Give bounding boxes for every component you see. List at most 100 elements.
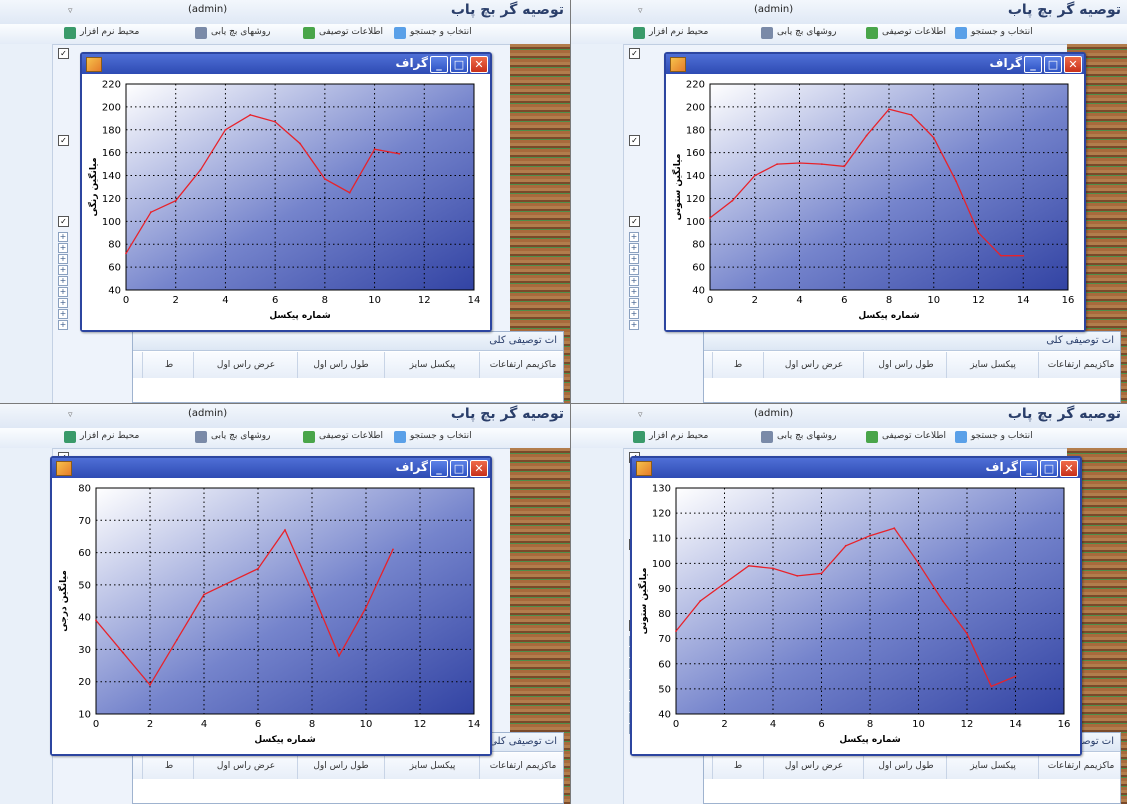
maximize-button[interactable]: □ bbox=[1040, 460, 1058, 477]
y-tick-label: 100 bbox=[102, 217, 121, 228]
monitor-icon bbox=[64, 27, 76, 39]
menu-item[interactable]: انتخاب و جستجو bbox=[410, 431, 472, 441]
checkbox[interactable]: ✓ bbox=[58, 216, 69, 227]
menu-item[interactable]: محیط نرم افزار bbox=[649, 27, 709, 37]
tree-expand-icon[interactable]: + bbox=[629, 232, 639, 242]
app-title-bar: توصیه گر بچ پاب (admin) ▿ bbox=[571, 0, 1127, 25]
tree-expand-icon[interactable]: + bbox=[629, 265, 639, 275]
dropdown-arrow-icon[interactable]: ▿ bbox=[68, 410, 73, 420]
close-button[interactable]: ✕ bbox=[470, 460, 488, 477]
menu-item[interactable]: اطلاعات توصیفی bbox=[882, 27, 947, 37]
tree-expand-icon[interactable]: + bbox=[629, 320, 639, 330]
menu-item[interactable]: محیط نرم افزار bbox=[80, 27, 140, 37]
dropdown-arrow-icon[interactable]: ▿ bbox=[638, 6, 643, 16]
minimize-button[interactable]: _ bbox=[430, 460, 448, 477]
graph-window-title-bar[interactable]: گراف _ □ ✕ bbox=[82, 54, 490, 74]
dropdown-arrow-icon[interactable]: ▿ bbox=[638, 410, 643, 420]
tree-expand-icon[interactable]: + bbox=[58, 243, 68, 253]
graph-window[interactable]: گراف _ □ ✕ 0 2 4 6 8 10 12 14 16 40 50 60 70 80 90 100 110 12… bbox=[630, 456, 1082, 756]
tree-expand-icon[interactable]: + bbox=[58, 232, 68, 242]
data-point bbox=[338, 654, 340, 657]
menu-item[interactable]: اطلاعات توصیفی bbox=[319, 27, 384, 37]
tree-expand-icon[interactable]: + bbox=[629, 276, 639, 286]
close-button[interactable]: ✕ bbox=[1064, 56, 1082, 73]
checkbox[interactable]: ✓ bbox=[629, 216, 640, 227]
tree-expand-icon[interactable]: + bbox=[58, 276, 68, 286]
graph-window-title-bar[interactable]: گراف _ □ ✕ bbox=[632, 458, 1080, 478]
menu-item[interactable]: اطلاعات توصیفی bbox=[319, 431, 384, 441]
table-header-cell[interactable]: ط bbox=[142, 753, 195, 779]
table-header-cell[interactable]: ماکزیمم ارتفاعات bbox=[1038, 352, 1123, 378]
table-header-cell[interactable]: عرض راس اول bbox=[193, 753, 298, 779]
tree-expand-icon[interactable]: + bbox=[58, 265, 68, 275]
graph-canvas: 0 2 4 6 8 10 12 14 16 40 60 80 100 120 140 160 180 200 220… bbox=[666, 74, 1084, 330]
table-header-cell[interactable]: ط bbox=[712, 753, 763, 779]
table-header-cell[interactable]: پیکسل سایز bbox=[946, 753, 1039, 779]
table-header-cell[interactable]: طول راس اول bbox=[863, 753, 948, 779]
table-header-cell[interactable]: پیکسل سایز bbox=[946, 352, 1039, 378]
tree-expand-icon[interactable]: + bbox=[58, 287, 68, 297]
table-header-cell[interactable]: ماکزیمم ارتفاعات bbox=[1038, 753, 1123, 779]
table-header-cell[interactable]: ط bbox=[142, 352, 195, 378]
menu-item[interactable]: محیط نرم افزار bbox=[649, 431, 709, 441]
maximize-button[interactable]: □ bbox=[450, 56, 468, 73]
data-point bbox=[398, 152, 401, 155]
data-point bbox=[199, 168, 202, 171]
y-tick-label: 140 bbox=[102, 171, 121, 182]
tree-expand-icon[interactable]: + bbox=[629, 309, 639, 319]
table-header-cell[interactable]: طول راس اول bbox=[863, 352, 948, 378]
close-button[interactable]: ✕ bbox=[1060, 460, 1078, 477]
menu-item[interactable]: انتخاب و جستجو bbox=[971, 27, 1033, 37]
menu-item[interactable]: روشهای بچ یابی bbox=[211, 431, 271, 441]
table-header-cell[interactable]: طول راس اول bbox=[297, 352, 384, 378]
table-header-cell[interactable]: ماکزیمم ارتفاعات bbox=[479, 753, 566, 779]
close-button[interactable]: ✕ bbox=[470, 56, 488, 73]
tree-expand-icon[interactable]: + bbox=[58, 320, 68, 330]
checkbox[interactable]: ✓ bbox=[629, 48, 640, 59]
menu-item[interactable]: اطلاعات توصیفی bbox=[882, 431, 947, 441]
checkbox[interactable]: ✓ bbox=[58, 135, 69, 146]
y-tick-label: 60 bbox=[692, 263, 705, 274]
table-header-cell[interactable]: طول راس اول bbox=[297, 753, 384, 779]
data-point bbox=[249, 114, 252, 116]
checkbox[interactable]: ✓ bbox=[629, 135, 640, 146]
x-axis-label: شماره پیکسل bbox=[254, 735, 316, 745]
tree-expand-icon[interactable]: + bbox=[629, 254, 639, 264]
tree-expand-icon[interactable]: + bbox=[629, 243, 639, 253]
menu-item[interactable]: انتخاب و جستجو bbox=[410, 27, 472, 37]
tree-expand-icon[interactable]: + bbox=[58, 309, 68, 319]
table-header-cell[interactable]: ط bbox=[712, 352, 763, 378]
menu-item[interactable]: انتخاب و جستجو bbox=[971, 431, 1033, 441]
menu-item[interactable]: روشهای بچ یابی bbox=[777, 27, 837, 37]
menu-item[interactable]: روشهای بچ یابی bbox=[777, 431, 837, 441]
table-header-cell[interactable]: ماکزیمم ارتفاعات bbox=[479, 352, 566, 378]
menu-bar: انتخاب و جستجو اطلاعات توصیفی روشهای بچ یا… bbox=[571, 428, 1127, 449]
table-header-cell[interactable]: عرض راس اول bbox=[763, 352, 864, 378]
menu-item[interactable]: محیط نرم افزار bbox=[80, 431, 140, 441]
tree-expand-icon[interactable]: + bbox=[58, 254, 68, 264]
graph-window-title-bar[interactable]: گراف _ □ ✕ bbox=[52, 458, 490, 478]
graph-window[interactable]: گراف _ □ ✕ 0 2 4 6 8 10 12 14 10 20 30 40 50 60 70 80 شماره … bbox=[50, 456, 492, 756]
tree-expand-icon[interactable]: + bbox=[629, 298, 639, 308]
search-pencil-icon bbox=[955, 27, 967, 39]
minimize-button[interactable]: _ bbox=[1024, 56, 1042, 73]
graph-window[interactable]: گراف _ □ ✕ 0 2 4 6 8 10 12 14 16 40 60 80 100 120 140 160 18… bbox=[664, 52, 1086, 332]
checkbox[interactable]: ✓ bbox=[58, 48, 69, 59]
minimize-button[interactable]: _ bbox=[430, 56, 448, 73]
table-header-cell[interactable]: پیکسل سایز bbox=[384, 352, 480, 378]
graph-window[interactable]: گراف _ □ ✕ 0 2 4 6 8 10 12 14 40 60 80 100 120 140 160 180 2… bbox=[80, 52, 492, 332]
table-header-cell[interactable]: عرض راس اول bbox=[763, 753, 864, 779]
graph-window-title-bar[interactable]: گراف _ □ ✕ bbox=[666, 54, 1084, 74]
y-tick-label: 80 bbox=[658, 609, 671, 620]
dropdown-arrow-icon[interactable]: ▿ bbox=[68, 6, 73, 16]
tree-expand-icon[interactable]: + bbox=[629, 287, 639, 297]
table-header-cell[interactable]: پیکسل سایز bbox=[384, 753, 480, 779]
maximize-button[interactable]: □ bbox=[450, 460, 468, 477]
menu-item[interactable]: روشهای بچ یابی bbox=[211, 27, 271, 37]
minimize-button[interactable]: _ bbox=[1020, 460, 1038, 477]
maximize-button[interactable]: □ bbox=[1044, 56, 1062, 73]
tree-expand-icon[interactable]: + bbox=[58, 298, 68, 308]
table-header-cell[interactable]: عرض راس اول bbox=[193, 352, 298, 378]
info-globe-icon bbox=[303, 27, 315, 39]
